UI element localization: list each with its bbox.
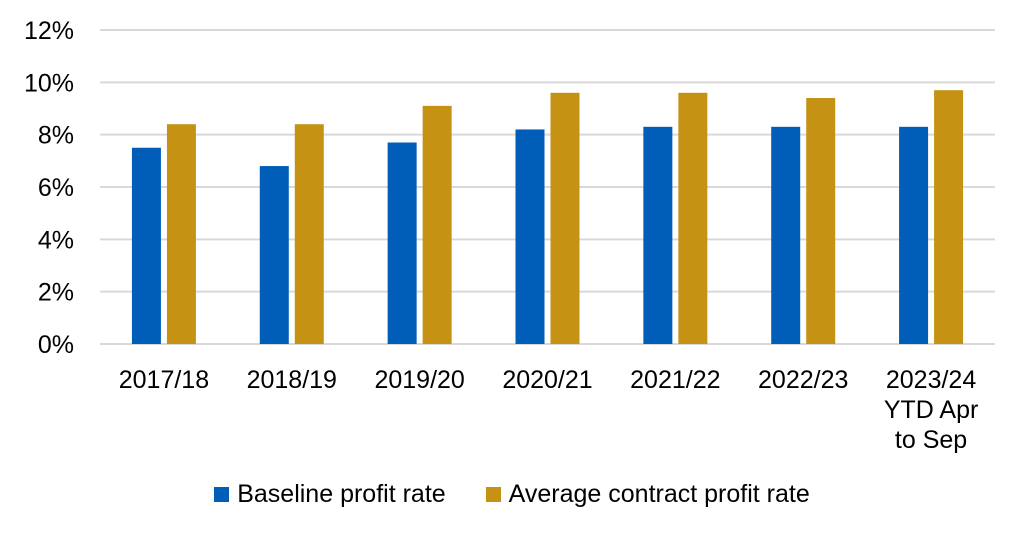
x-tick-label: to Sep xyxy=(895,426,967,454)
y-tick-label: 0% xyxy=(38,331,74,359)
x-tick-label: 2018/19 xyxy=(247,366,337,394)
y-tick-label: 2% xyxy=(38,279,74,307)
legend-swatch-baseline xyxy=(214,487,230,502)
x-tick-label: 2023/24 xyxy=(886,366,976,394)
bar-average xyxy=(422,105,452,344)
y-tick-label: 6% xyxy=(38,174,74,202)
x-tick-label: 2020/21 xyxy=(502,366,592,394)
x-tick-label: 2017/18 xyxy=(119,366,209,394)
bar-baseline xyxy=(387,142,417,344)
legend: Baseline profit rate Average contract pr… xyxy=(0,480,1024,509)
bar-baseline xyxy=(131,147,161,344)
bar-baseline xyxy=(259,166,289,344)
y-tick-label: 10% xyxy=(24,69,74,97)
y-tick-label: 8% xyxy=(38,122,74,150)
legend-item-average: Average contract profit rate xyxy=(485,480,810,509)
x-tick-label: 2021/22 xyxy=(630,366,720,394)
legend-swatch-average xyxy=(485,487,501,502)
bar-average xyxy=(294,124,324,344)
legend-label-average: Average contract profit rate xyxy=(508,480,810,508)
legend-label-baseline: Baseline profit rate xyxy=(237,480,446,508)
x-tick-label: 2019/20 xyxy=(374,366,464,394)
bar-baseline xyxy=(899,126,929,344)
y-tick-label: 12% xyxy=(24,17,74,45)
bar-average xyxy=(550,92,580,344)
x-tick-label: YTD Apr xyxy=(884,396,978,424)
bar-baseline xyxy=(771,126,801,344)
y-tick-label: 4% xyxy=(38,226,74,254)
bar-average xyxy=(166,124,196,344)
bar-baseline xyxy=(515,129,545,344)
x-tick-label: 2022/23 xyxy=(758,366,848,394)
bar-average xyxy=(806,98,836,345)
bar-average xyxy=(934,90,964,344)
bar-baseline xyxy=(643,126,673,344)
legend-item-baseline: Baseline profit rate xyxy=(214,480,446,509)
bar-average xyxy=(678,92,708,344)
